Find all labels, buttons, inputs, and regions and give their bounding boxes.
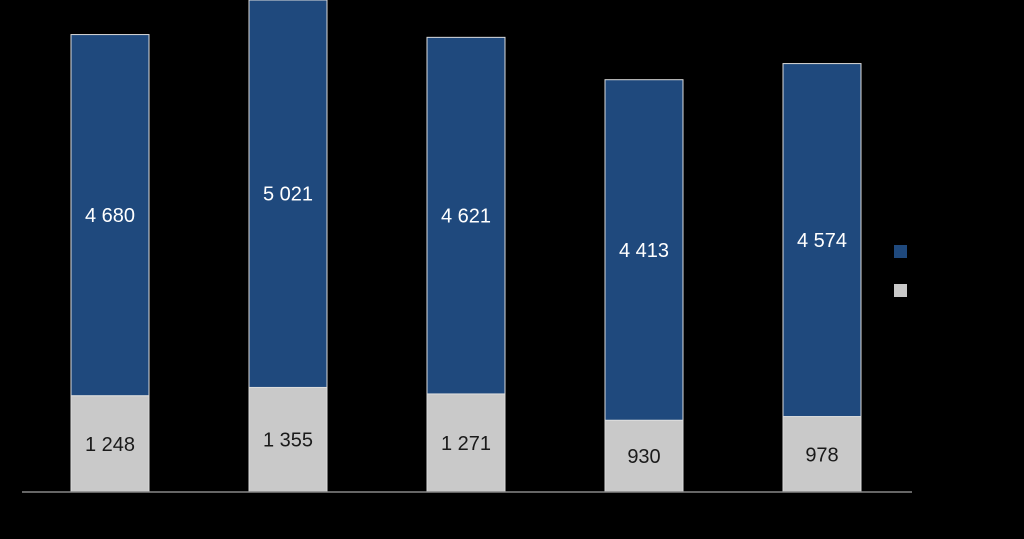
bar-top-1 [70, 34, 150, 397]
bar-bottom-1 [70, 395, 150, 493]
bar-group: 1 248 4 680 1 355 5 021 1 271 4 621 930 4 413 97… [70, 0, 862, 493]
data-label-bottom-5: 978 [805, 444, 838, 466]
data-label-top-1: 4 680 [85, 205, 135, 227]
bar-top-5 [782, 63, 862, 418]
data-label-bottom-2: 1 355 [263, 430, 313, 452]
legend-item-gray [894, 282, 915, 298]
data-label-bottom-3: 1 271 [441, 433, 491, 455]
bar-top-3 [426, 36, 506, 395]
bar-top-4 [604, 79, 684, 421]
legend [894, 243, 915, 321]
data-label-bottom-1: 1 248 [85, 434, 135, 456]
data-label-top-5: 4 574 [797, 230, 847, 252]
bar-bottom-4 [604, 419, 684, 493]
data-label-top-3: 4 621 [441, 206, 491, 228]
legend-item-blue [894, 243, 915, 259]
bar-bottom-3 [426, 393, 506, 493]
bar-bottom-5 [782, 416, 862, 493]
data-label-top-2: 5 021 [263, 184, 313, 206]
data-label-top-4: 4 413 [619, 240, 669, 262]
legend-swatch-blue [894, 244, 907, 258]
legend-swatch-gray [894, 283, 907, 297]
data-label-bottom-4: 930 [627, 446, 660, 468]
bar-top-2 [248, 0, 328, 388]
